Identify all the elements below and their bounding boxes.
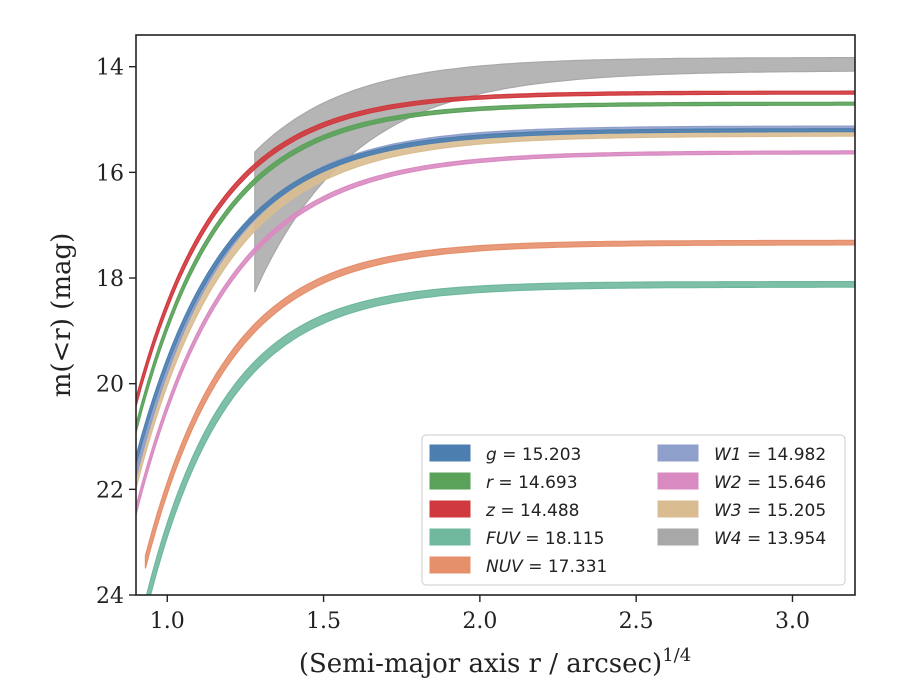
legend-label-w1: W1 = 14.982 [714, 445, 826, 465]
x-axis: 1.0 1.5 2.0 2.5 3.0 [150, 595, 810, 634]
legend-label-w3: W3 = 15.205 [714, 501, 826, 521]
legend-equals-sign: = [520, 529, 545, 549]
legend-series-name: FUV [486, 529, 521, 549]
legend-equals-sign: = [497, 445, 522, 465]
legend-swatch-fuv [429, 528, 471, 546]
legend-series-name: z [485, 501, 496, 521]
legend-series-name: NUV [486, 557, 524, 577]
legend-series-value: 14.488 [520, 501, 579, 521]
x-tick-label: 2.0 [462, 609, 497, 634]
legend-series-name: W1 [714, 445, 742, 465]
legend-swatch-nuv [429, 556, 471, 574]
legend-equals-sign: = [523, 557, 548, 577]
band-z [136, 90, 855, 407]
y-axis: 14 16 18 20 22 24 [96, 56, 136, 609]
legend-label-w2: W2 = 15.646 [714, 473, 826, 493]
legend-swatch-w3 [657, 500, 699, 518]
legend-equals-sign: = [742, 445, 767, 465]
legend-series-value: 13.954 [767, 529, 826, 549]
legend-label-nuv: NUV = 17.331 [486, 557, 607, 577]
series-bands [136, 57, 855, 595]
band-r [136, 101, 855, 433]
legend-equals-sign: = [495, 501, 520, 521]
x-axis-title-exponent: 1/4 [662, 645, 691, 666]
y-tick-label: 22 [96, 478, 124, 503]
band-g [136, 128, 855, 465]
x-tick-label: 3.0 [775, 609, 810, 634]
y-axis-title: m(<r) (mag) [47, 233, 77, 398]
legend-swatch-w4 [657, 528, 699, 546]
legend-equals-sign: = [742, 529, 767, 549]
legend-series-value: 17.331 [548, 557, 607, 577]
legend-swatch-g [429, 444, 471, 462]
y-tick-label: 14 [96, 56, 124, 81]
plot-frame [135, 34, 856, 596]
legend-series-value: 18.115 [545, 529, 604, 549]
legend-series-name: g [486, 445, 497, 465]
legend-series-value: 14.982 [767, 445, 826, 465]
y-tick-label: 18 [96, 267, 124, 292]
x-axis-title: (Semi-major axis r / arcsec)1/4 [299, 645, 691, 679]
legend: g = 15.203 r = 14.693 z = 14.488 FUV = 18.1… [421, 434, 846, 586]
legend-series-value: 15.646 [767, 473, 826, 493]
y-tick-label: 24 [96, 584, 124, 609]
legend-label-g: g = 15.203 [486, 445, 581, 465]
legend-equals-sign: = [742, 501, 767, 521]
x-tick-label: 1.0 [150, 609, 185, 634]
legend-series-value: 14.693 [518, 473, 577, 493]
legend-series-name: W4 [714, 529, 742, 549]
legend-frame [421, 434, 846, 586]
legend-series-value: 15.203 [522, 445, 581, 465]
legend-label-r: r = 14.693 [486, 473, 578, 493]
y-tick-label: 16 [96, 161, 124, 186]
y-tick-label: 20 [96, 373, 124, 398]
band-nuv [144, 239, 855, 569]
band-w2 [136, 150, 855, 515]
legend-swatch-w2 [657, 472, 699, 490]
legend-label-w4: W4 = 13.954 [714, 529, 826, 549]
legend-series-name: W2 [714, 473, 742, 493]
x-tick-label: 2.5 [619, 609, 654, 634]
band-fuv [145, 281, 855, 595]
legend-label-fuv: FUV = 18.115 [486, 529, 604, 549]
legend-label-z: z = 14.488 [485, 501, 579, 521]
legend-swatch-z [429, 500, 471, 518]
legend-swatch-r [429, 472, 471, 490]
legend-swatch-w1 [657, 444, 699, 462]
legend-series-value: 15.205 [767, 501, 826, 521]
legend-series-name: r [486, 473, 494, 493]
band-w3 [136, 128, 855, 489]
x-tick-label: 1.5 [306, 609, 341, 634]
legend-equals-sign: = [493, 473, 518, 493]
legend-equals-sign: = [742, 473, 767, 493]
legend-series-name: W3 [714, 501, 742, 521]
